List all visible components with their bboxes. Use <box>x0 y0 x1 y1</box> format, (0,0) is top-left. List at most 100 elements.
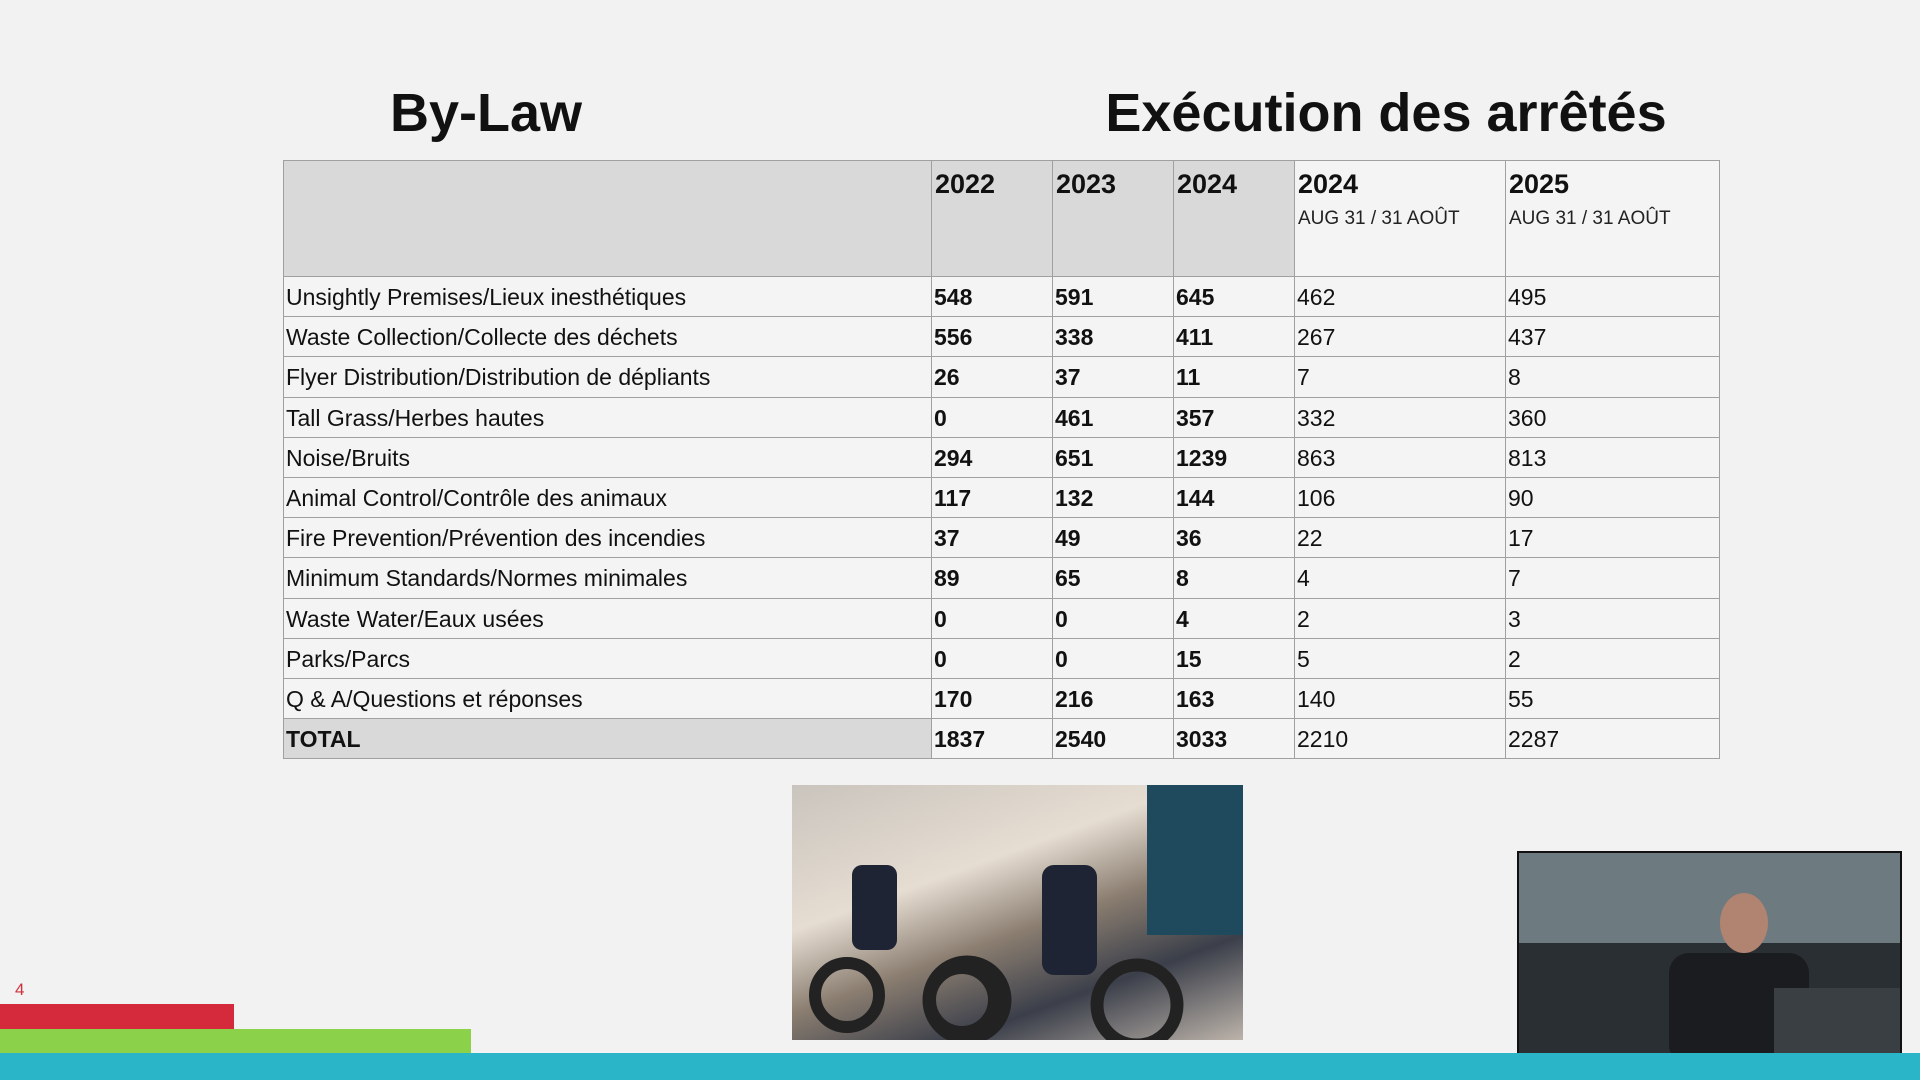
value-cell: 591 <box>1053 277 1174 318</box>
column-header: 2024 AUG 31 / 31 AOÛT <box>1295 161 1506 277</box>
officer <box>852 865 897 950</box>
value-cell: 55 <box>1506 679 1720 720</box>
value-cell: 216 <box>1053 679 1174 720</box>
value-cell: 0 <box>932 397 1053 438</box>
row-label: TOTAL <box>284 719 932 760</box>
row-label: Waste Collection/Collecte des déchets <box>284 317 932 358</box>
title-left: By-Law <box>389 83 583 143</box>
value-cell: 863 <box>1295 437 1506 478</box>
value-cell: 360 <box>1506 397 1720 438</box>
value-cell: 163 <box>1174 679 1295 720</box>
accent-bar-red <box>0 1004 234 1029</box>
value-cell: 8 <box>1174 558 1295 599</box>
background <box>1519 853 1900 943</box>
row-label: Flyer Distribution/Distribution de dépli… <box>284 357 932 398</box>
row-label: Tall Grass/Herbes hautes <box>284 397 932 438</box>
value-cell: 2210 <box>1295 719 1506 760</box>
value-cell: 267 <box>1295 317 1506 358</box>
value-cell: 548 <box>932 277 1053 318</box>
value-cell: 1239 <box>1174 437 1295 478</box>
value-cell: 15 <box>1174 638 1295 679</box>
value-cell: 645 <box>1174 277 1295 318</box>
value-cell: 8 <box>1506 357 1720 398</box>
row-label: Unsightly Premises/Lieux inesthétiques <box>284 277 932 318</box>
accent-bar-teal <box>0 1053 1920 1080</box>
column-year: 2025 <box>1509 169 1570 199</box>
value-cell: 651 <box>1053 437 1174 478</box>
value-cell: 2287 <box>1506 719 1720 760</box>
value-cell: 2540 <box>1053 719 1174 760</box>
column-year: 2023 <box>1056 169 1117 199</box>
value-cell: 3 <box>1506 598 1720 639</box>
webcam-scene <box>1519 853 1900 1065</box>
header-corner <box>284 161 932 277</box>
value-cell: 294 <box>932 437 1053 478</box>
photo-figures <box>809 785 1243 1052</box>
value-cell: 1837 <box>932 719 1053 760</box>
column-period: AUG 31 / 31 AOÛT <box>1509 208 1671 229</box>
value-cell: 0 <box>932 598 1053 639</box>
value-cell: 132 <box>1053 478 1174 519</box>
value-cell: 0 <box>932 638 1053 679</box>
row-label: Parks/Parcs <box>284 638 932 679</box>
slide-number: 4 <box>15 980 25 999</box>
column-year: 2024 <box>1298 169 1359 199</box>
column-header: 2022 <box>932 161 1053 277</box>
value-cell: 332 <box>1295 397 1506 438</box>
value-cell: 37 <box>1053 357 1174 398</box>
webcam-feed <box>1517 851 1902 1067</box>
column-header: 2024 <box>1174 161 1295 277</box>
value-cell: 813 <box>1506 437 1720 478</box>
monitor <box>1774 988 1900 1065</box>
doorway <box>1147 785 1243 935</box>
column-header: 2023 <box>1053 161 1174 277</box>
speaker-head <box>1720 893 1768 953</box>
value-cell: 65 <box>1053 558 1174 599</box>
value-cell: 556 <box>932 317 1053 358</box>
wheel <box>809 957 885 1033</box>
title-right: Exécution des arrêtés <box>1105 83 1667 143</box>
value-cell: 4 <box>1295 558 1506 599</box>
wheel <box>1090 958 1184 1052</box>
value-cell: 2 <box>1506 638 1720 679</box>
value-cell: 7 <box>1506 558 1720 599</box>
value-cell: 49 <box>1053 518 1174 559</box>
row-label: Waste Water/Eaux usées <box>284 598 932 639</box>
value-cell: 90 <box>1506 478 1720 519</box>
value-cell: 170 <box>932 679 1053 720</box>
row-label: Q & A/Questions et réponses <box>284 679 932 720</box>
value-cell: 36 <box>1174 518 1295 559</box>
value-cell: 117 <box>932 478 1053 519</box>
accent-bar-green <box>0 1029 471 1053</box>
value-cell: 495 <box>1506 277 1720 318</box>
value-cell: 140 <box>1295 679 1506 720</box>
value-cell: 89 <box>932 558 1053 599</box>
row-label: Animal Control/Contrôle des animaux <box>284 478 932 519</box>
column-period: AUG 31 / 31 AOÛT <box>1298 208 1460 229</box>
officer <box>1042 865 1097 975</box>
column-year: 2022 <box>935 169 996 199</box>
column-header: 2025 AUG 31 / 31 AOÛT <box>1506 161 1720 277</box>
row-label: Fire Prevention/Prévention des incendies <box>284 518 932 559</box>
value-cell: 37 <box>932 518 1053 559</box>
value-cell: 144 <box>1174 478 1295 519</box>
row-label: Noise/Bruits <box>284 437 932 478</box>
row-label: Minimum Standards/Normes minimales <box>284 558 932 599</box>
value-cell: 106 <box>1295 478 1506 519</box>
value-cell: 437 <box>1506 317 1720 358</box>
value-cell: 26 <box>932 357 1053 398</box>
wheel <box>922 955 1012 1045</box>
value-cell: 0 <box>1053 638 1174 679</box>
value-cell: 338 <box>1053 317 1174 358</box>
value-cell: 11 <box>1174 357 1295 398</box>
column-year: 2024 <box>1177 169 1238 199</box>
photo-bike-patrol <box>792 785 1243 1052</box>
value-cell: 462 <box>1295 277 1506 318</box>
value-cell: 461 <box>1053 397 1174 438</box>
value-cell: 411 <box>1174 317 1295 358</box>
value-cell: 357 <box>1174 397 1295 438</box>
value-cell: 5 <box>1295 638 1506 679</box>
value-cell: 2 <box>1295 598 1506 639</box>
value-cell: 17 <box>1506 518 1720 559</box>
